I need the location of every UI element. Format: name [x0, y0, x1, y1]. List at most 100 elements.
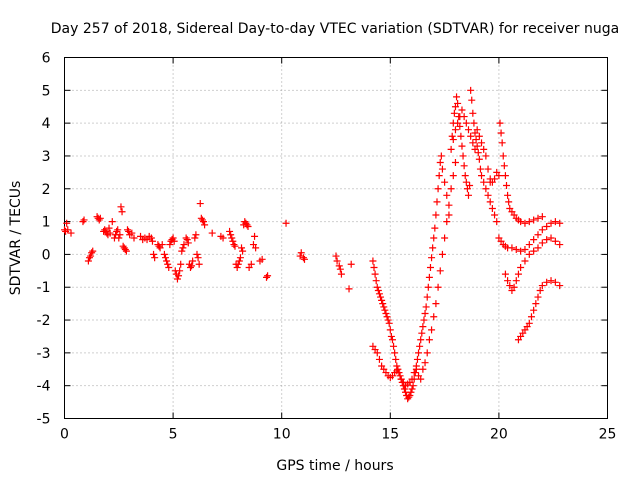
data-point: [89, 247, 97, 255]
data-point: [430, 234, 438, 242]
data-point: [517, 247, 525, 255]
data-point: [419, 323, 427, 331]
data-point: [527, 313, 535, 321]
y-tick-label: -2: [37, 313, 51, 329]
data-point: [416, 342, 424, 350]
data-point: [235, 257, 243, 265]
data-point: [183, 236, 191, 244]
data-point: [495, 172, 503, 180]
data-point: [450, 109, 458, 117]
data-point: [236, 254, 244, 262]
data-point: [551, 218, 559, 226]
data-point: [475, 155, 483, 163]
data-point: [158, 241, 166, 249]
data-point: [243, 221, 251, 229]
data-point: [96, 214, 104, 222]
data-point: [464, 191, 472, 199]
data-point: [496, 119, 504, 127]
data-point: [510, 283, 518, 291]
data-point: [547, 219, 555, 227]
data-point: [538, 239, 546, 247]
y-tick-label: -3: [37, 346, 51, 362]
plot-frame: [64, 57, 608, 419]
data-point: [262, 273, 270, 281]
data-point: [488, 204, 496, 212]
data-point: [512, 245, 520, 253]
data-point: [173, 275, 181, 283]
data-point: [170, 237, 178, 245]
data-point: [449, 136, 457, 144]
y-tick-label: 2: [42, 182, 51, 198]
data-point: [543, 278, 551, 286]
data-point: [534, 293, 542, 301]
y-tick-label: 3: [42, 149, 51, 165]
data-point: [191, 234, 199, 242]
data-point: [457, 132, 465, 140]
data-point: [505, 198, 513, 206]
data-point: [473, 126, 481, 134]
data-point: [150, 250, 158, 258]
data-point: [517, 218, 525, 226]
data-point: [538, 226, 546, 234]
data-point: [160, 250, 168, 258]
data-point: [123, 226, 131, 234]
data-point: [161, 254, 169, 262]
data-point: [448, 132, 456, 140]
data-point: [480, 178, 488, 186]
data-point: [504, 191, 512, 199]
data-point: [128, 229, 136, 237]
data-point: [369, 257, 377, 265]
data-point: [229, 237, 237, 245]
data-point: [445, 211, 453, 219]
data-point: [176, 267, 184, 275]
data-point: [374, 287, 382, 295]
data-point: [467, 132, 475, 140]
data-point: [525, 319, 533, 327]
data-point: [282, 219, 290, 227]
data-point: [534, 231, 542, 239]
data-point: [67, 229, 75, 237]
y-tick-label: 6: [42, 51, 51, 67]
data-point: [114, 226, 122, 234]
data-point: [258, 255, 266, 263]
y-tick-label: 0: [42, 247, 51, 263]
data-point: [121, 245, 129, 253]
data-point: [436, 267, 444, 275]
y-tick-label: 4: [42, 116, 51, 132]
y-tick-label: -5: [37, 412, 51, 428]
data-point: [412, 365, 420, 373]
data-point: [474, 149, 482, 157]
data-point: [521, 219, 529, 227]
x-tick-label: 25: [599, 427, 617, 443]
data-point: [447, 145, 455, 153]
data-point: [421, 359, 429, 367]
data-point: [441, 234, 449, 242]
data-point: [163, 257, 171, 265]
data-point: [421, 309, 429, 317]
data-point: [180, 241, 188, 249]
data-point: [147, 234, 155, 242]
data-point: [390, 342, 398, 350]
data-point: [408, 375, 416, 383]
data-point: [503, 181, 511, 189]
data-point: [493, 218, 501, 226]
data-point: [373, 349, 381, 357]
data-point: [434, 283, 442, 291]
data-point: [413, 355, 421, 363]
data-point: [201, 221, 209, 229]
data-point: [198, 216, 206, 224]
data-point: [508, 244, 516, 252]
data-point: [192, 231, 200, 239]
data-point: [460, 113, 468, 121]
data-point: [85, 254, 93, 262]
data-point: [335, 262, 343, 270]
data-point: [556, 282, 564, 290]
data-point: [486, 198, 494, 206]
data-point: [434, 185, 442, 193]
data-point: [498, 139, 506, 147]
data-point: [392, 355, 400, 363]
data-point: [227, 231, 235, 239]
data-point: [547, 277, 555, 285]
data-point: [420, 316, 428, 324]
data-point: [118, 208, 126, 216]
